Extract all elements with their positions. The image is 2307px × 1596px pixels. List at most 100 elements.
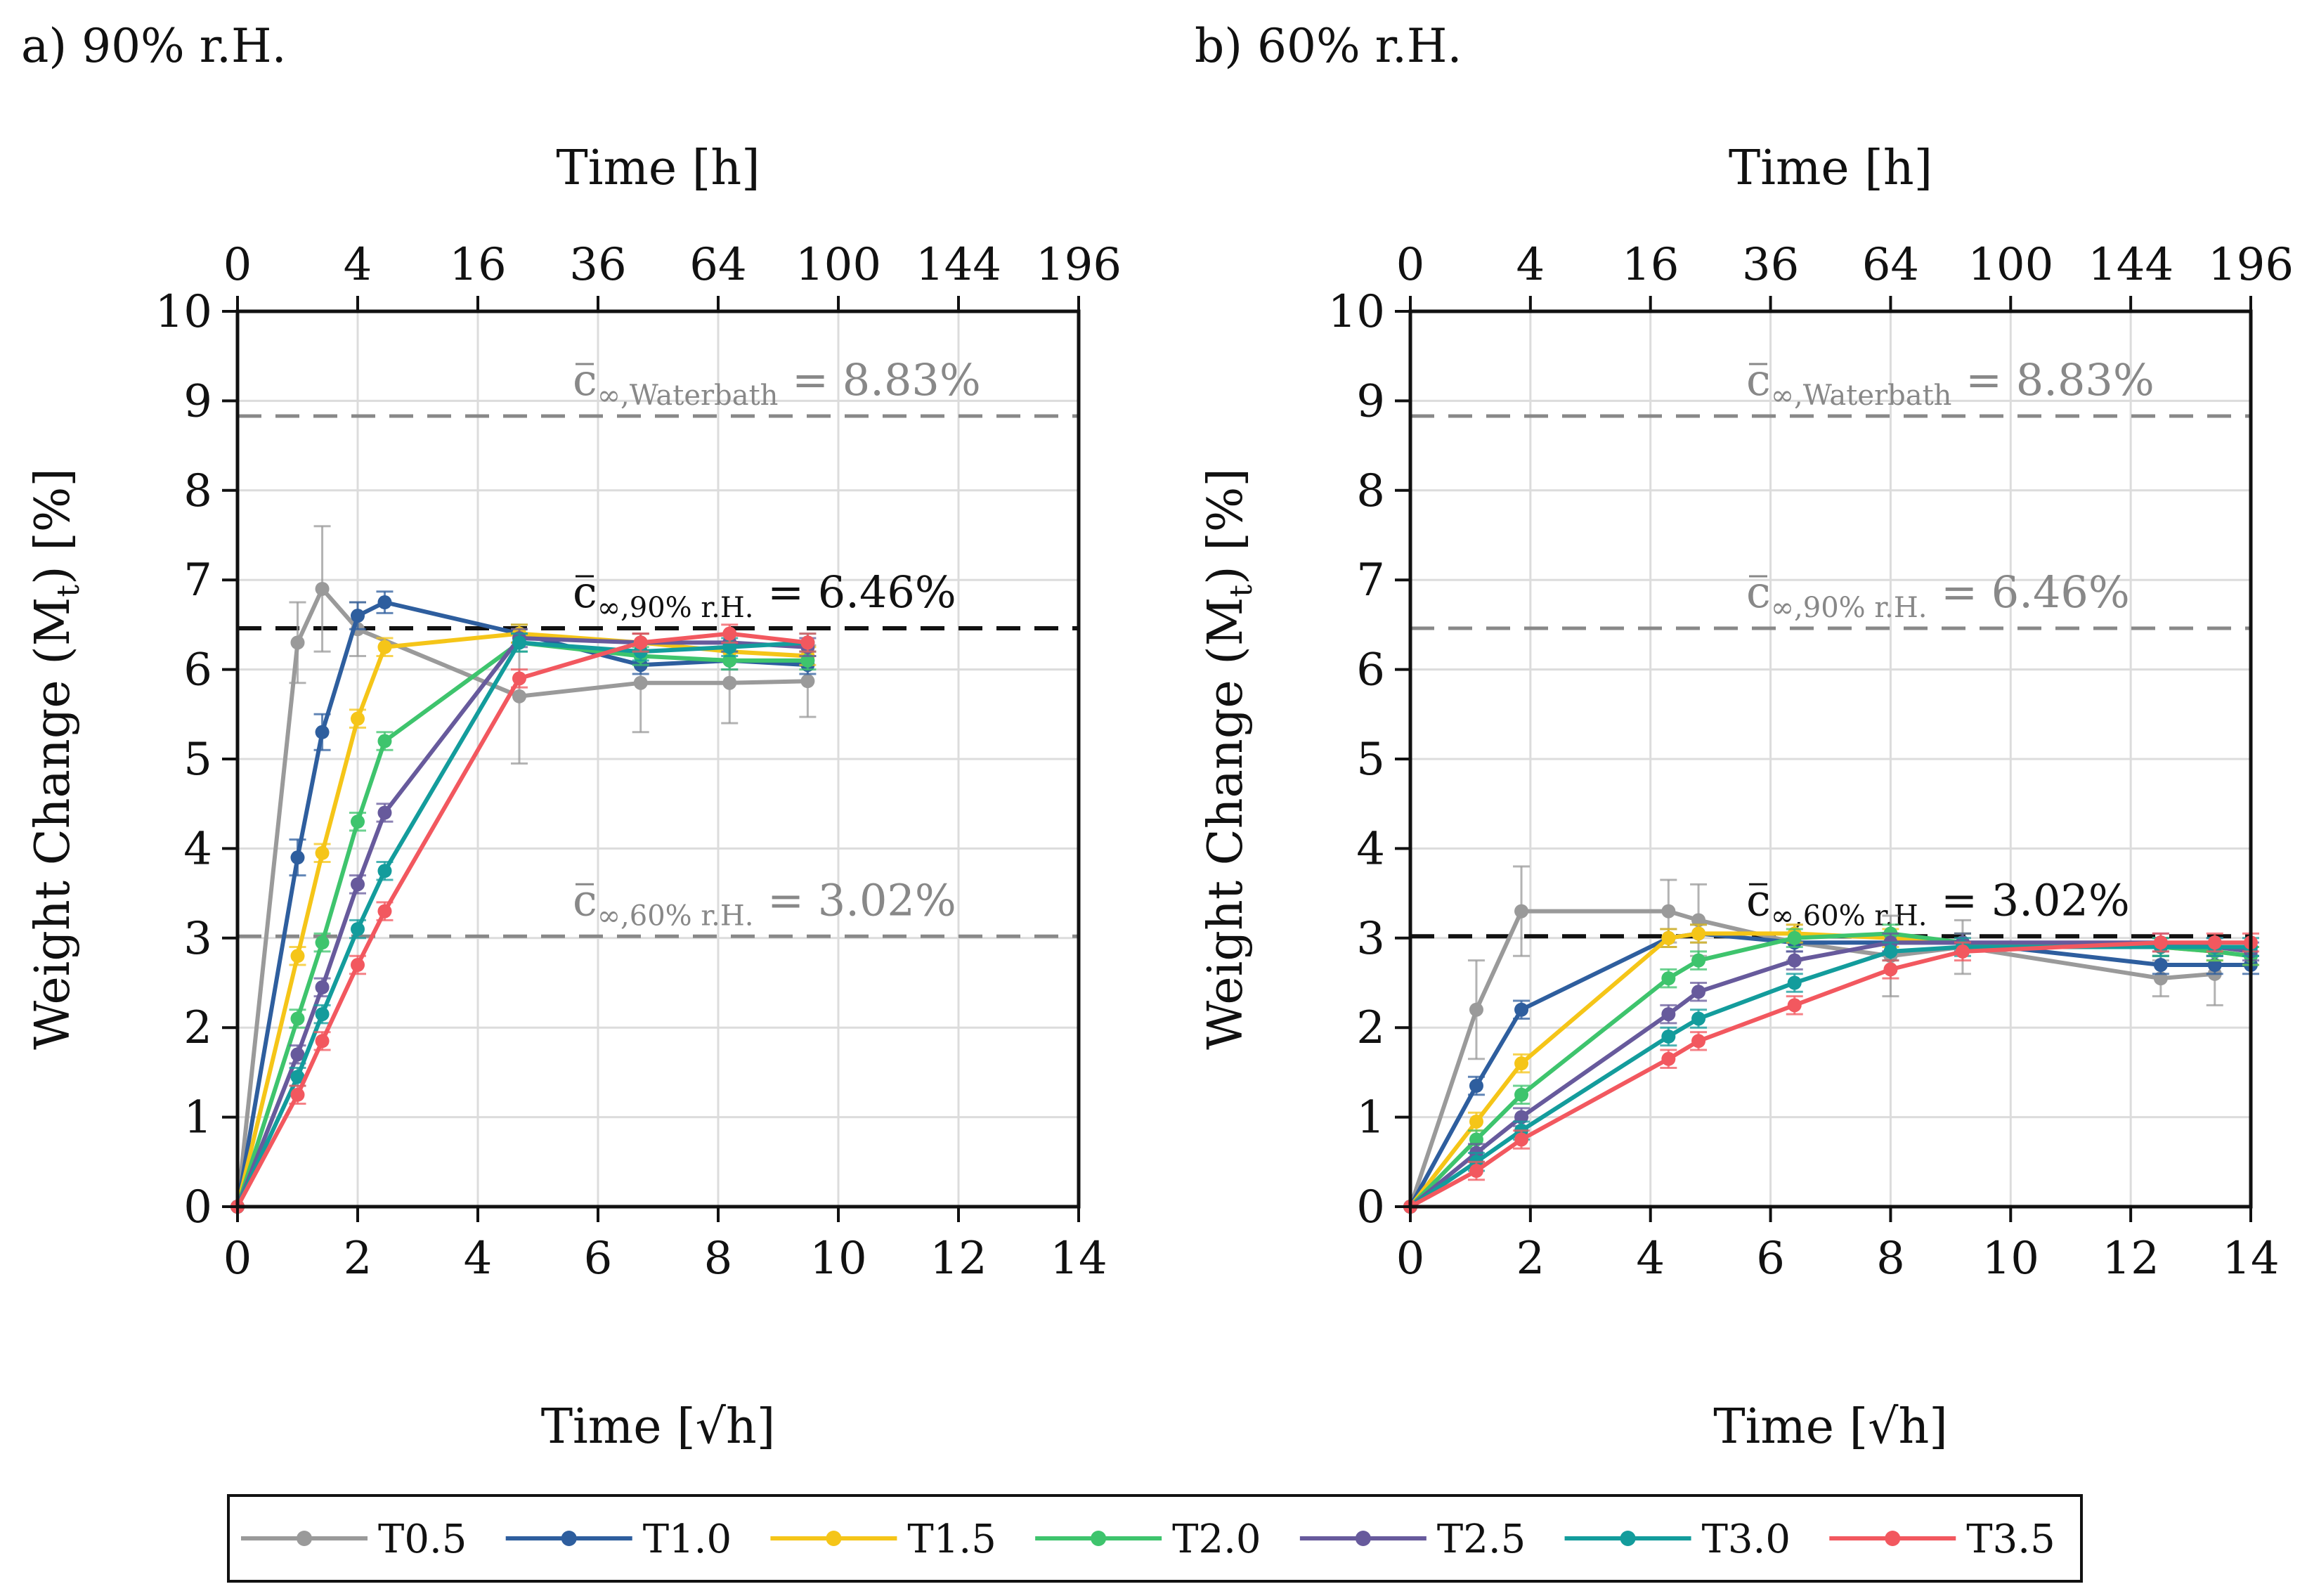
y-axis-title-end: ) [%]	[25, 468, 81, 585]
data-point	[1469, 1114, 1483, 1129]
legend-entry-t2-5: T2.5	[1299, 1517, 1526, 1562]
legend-entry-t2-0: T2.0	[1035, 1517, 1261, 1562]
legend-marker	[1091, 1531, 1107, 1546]
x-tick-label: 0	[1396, 1233, 1425, 1285]
y-tick-label: 2	[183, 1002, 212, 1054]
series-line	[1409, 945, 2251, 1209]
data-point	[1883, 962, 1898, 977]
x-tick-label: 10	[810, 1233, 866, 1285]
data-point	[351, 815, 365, 829]
data-point	[1883, 944, 1898, 959]
y-tick-label: 10	[155, 286, 212, 338]
top-axis-title: Time [h]	[1729, 141, 1932, 196]
data-point	[1661, 904, 1676, 919]
data-point	[2153, 935, 2168, 950]
x-tick-label: 12	[2102, 1233, 2159, 1285]
y-tick-label: 2	[1356, 1002, 1385, 1054]
x-tick-label: 4	[1636, 1233, 1665, 1285]
x-tick-label: 6	[584, 1233, 613, 1285]
reference-value: = 3.02%	[1927, 874, 2129, 926]
data-point	[290, 1070, 305, 1084]
data-point	[315, 1007, 330, 1022]
data-point	[633, 635, 648, 650]
reference-label: c∞,90% r.H. = 6.46%	[1746, 566, 2130, 624]
x-tick-label: 2	[1516, 1233, 1545, 1285]
x-tick-label: 8	[1876, 1233, 1905, 1285]
top-tick-label: 36	[1742, 239, 1799, 291]
data-point	[315, 581, 330, 596]
data-point	[377, 640, 392, 654]
data-point	[315, 935, 330, 950]
legend-entry-t1-0: T1.0	[505, 1517, 732, 1562]
y-tick-label: 3	[1356, 913, 1385, 965]
data-point	[1661, 1007, 1676, 1022]
legend-label: T3.5	[1966, 1517, 2055, 1562]
data-point	[1469, 1002, 1483, 1017]
legend-label: T1.5	[907, 1517, 996, 1562]
top-tick-label: 144	[2088, 239, 2173, 291]
data-point	[1514, 1132, 1529, 1147]
series-t3-5	[230, 623, 817, 1214]
y-tick-label: 4	[1356, 823, 1385, 875]
data-point	[1661, 930, 1676, 945]
data-point	[1514, 1002, 1529, 1017]
reference-subscript: ∞,Waterbath	[1771, 379, 1952, 412]
data-point	[633, 675, 648, 690]
legend-entry-t3-0: T3.0	[1564, 1517, 1791, 1562]
data-point	[2153, 958, 2168, 973]
reference-subscript: ∞,Waterbath	[597, 379, 779, 412]
data-point	[315, 725, 330, 739]
y-tick-label: 0	[183, 1181, 212, 1233]
data-point	[2207, 935, 2222, 950]
data-point	[290, 1047, 305, 1062]
data-point	[1787, 998, 1802, 1013]
legend-entry-t1-5: T1.5	[770, 1517, 996, 1562]
reference-label: c∞,Waterbath = 8.83%	[573, 354, 981, 412]
data-point	[512, 689, 526, 703]
legend-label: T3.0	[1702, 1517, 1791, 1562]
reference-value: = 3.02%	[753, 874, 956, 926]
data-point	[290, 1011, 305, 1026]
legend-marker	[561, 1531, 577, 1546]
data-point	[351, 958, 365, 973]
panel-label: b) 60% r.H.	[1195, 19, 1462, 73]
y-axis-title-subscript: t	[1223, 585, 1259, 597]
top-tick-label: 196	[1036, 239, 1122, 291]
reference-label: c∞,Waterbath = 8.83%	[1746, 354, 2155, 412]
y-tick-label: 1	[183, 1092, 212, 1144]
data-point	[512, 671, 526, 686]
legend-marker	[1885, 1531, 1901, 1546]
data-point	[512, 635, 526, 650]
data-point	[351, 711, 365, 726]
y-tick-label: 6	[1356, 644, 1385, 696]
top-tick-label: 100	[795, 239, 881, 291]
legend-label: T0.5	[378, 1517, 467, 1562]
series-line	[1409, 940, 2251, 1209]
reference-subscript: ∞,90% r.H.	[1771, 592, 1928, 624]
y-axis-title-subscript: t	[51, 585, 86, 597]
data-point	[1955, 944, 1970, 959]
reference-symbol: c	[1746, 874, 1771, 926]
y-tick-label: 5	[1356, 734, 1385, 786]
data-point	[1514, 904, 1529, 919]
reference-symbol: c	[573, 874, 597, 926]
data-point	[351, 922, 365, 937]
top-tick-label: 0	[1396, 239, 1425, 291]
y-axis-title-main: Weight Change (M	[25, 597, 81, 1050]
y-axis-title: Weight Change (Mt) [%]	[1198, 468, 1259, 1050]
data-point	[1661, 1029, 1676, 1044]
top-tick-label: 4	[1516, 239, 1545, 291]
y-tick-label: 4	[183, 823, 212, 875]
reference-subscript: ∞,60% r.H.	[597, 900, 754, 932]
data-point	[722, 675, 737, 690]
x-tick-label: 14	[1050, 1233, 1107, 1285]
x-tick-label: 2	[344, 1233, 372, 1285]
legend-label: T2.5	[1437, 1517, 1526, 1562]
series-line	[1409, 940, 2251, 1209]
legend: T0.5 T1.0 T1.5 T2.0 T2.5 T3.0 T3.5	[227, 1494, 2083, 1583]
data-point	[377, 805, 392, 820]
legend-marker	[1355, 1531, 1371, 1546]
data-point	[315, 1034, 330, 1049]
reference-symbol: c	[1746, 354, 1771, 406]
